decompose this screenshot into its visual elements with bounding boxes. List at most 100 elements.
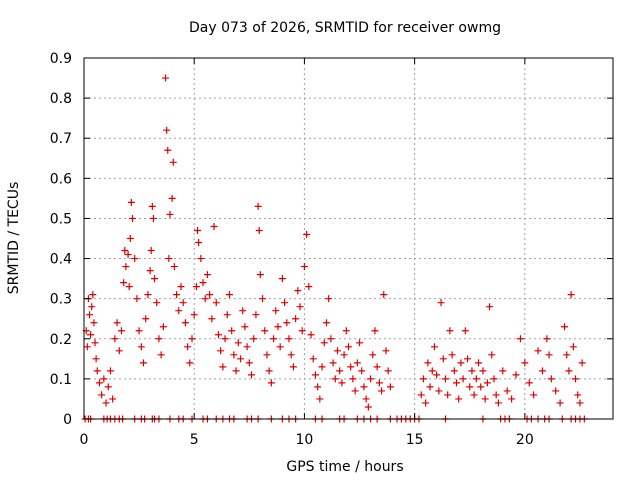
data-point <box>166 210 174 218</box>
data-point <box>459 375 467 383</box>
data-point <box>483 379 491 387</box>
data-point <box>336 367 344 375</box>
data-point <box>461 327 469 335</box>
data-point <box>488 351 496 359</box>
data-point <box>371 327 379 335</box>
data-point <box>197 255 205 263</box>
data-point <box>530 391 538 399</box>
data-point <box>464 355 472 363</box>
data-point <box>250 335 258 343</box>
data-point <box>137 343 145 351</box>
data-point <box>320 339 328 347</box>
data-point <box>173 291 181 299</box>
y-tick-label: 0.2 <box>50 332 72 348</box>
y-tick-label: 0.5 <box>50 211 72 227</box>
data-point <box>327 335 335 343</box>
y-tick-label: 0.4 <box>50 252 72 268</box>
data-point <box>168 194 176 202</box>
y-tick-label: 0.9 <box>50 51 72 67</box>
data-point <box>95 379 103 387</box>
data-point <box>217 347 225 355</box>
data-point <box>552 387 560 395</box>
data-point <box>492 391 500 399</box>
data-point <box>113 319 121 327</box>
data-point <box>353 359 361 367</box>
x-axis-label: GPS time / hours <box>286 459 403 475</box>
data-point <box>243 343 251 351</box>
data-point <box>165 255 173 263</box>
data-point <box>364 403 372 411</box>
data-point <box>380 291 388 299</box>
y-tick-label: 0.7 <box>50 131 72 147</box>
data-point <box>149 214 157 222</box>
data-point <box>503 387 511 395</box>
y-tick-label: 0.1 <box>50 372 72 388</box>
data-point <box>444 391 452 399</box>
data-point <box>206 291 214 299</box>
data-point <box>283 319 291 327</box>
data-point <box>455 395 463 403</box>
data-point <box>316 395 324 403</box>
data-point <box>567 291 575 299</box>
data-point <box>338 379 346 387</box>
data-point <box>351 387 359 395</box>
data-point <box>162 74 170 82</box>
data-point <box>159 323 167 331</box>
y-axis-label: SRMTID / TECUs <box>6 182 22 295</box>
data-point <box>93 367 101 375</box>
data-point <box>345 343 352 351</box>
data-point <box>236 355 244 363</box>
data-point <box>100 375 108 383</box>
data-point <box>102 399 110 407</box>
data-point <box>556 399 564 407</box>
data-point <box>446 327 454 335</box>
y-tick-label: 0 <box>63 412 72 428</box>
data-point <box>127 198 135 206</box>
data-point <box>340 351 348 359</box>
data-point <box>169 158 177 166</box>
data-point <box>194 226 202 234</box>
data-point <box>318 363 326 371</box>
data-point <box>289 363 297 371</box>
data-point <box>314 383 322 391</box>
data-point <box>267 379 275 387</box>
data-point <box>521 359 529 367</box>
data-point <box>322 319 330 327</box>
data-point <box>565 367 573 375</box>
data-point <box>561 323 569 331</box>
data-point <box>281 299 289 307</box>
y-tick-label: 0.6 <box>50 171 72 187</box>
data-point <box>203 271 211 279</box>
data-point <box>221 335 229 343</box>
data-point <box>91 339 99 347</box>
x-tick-label: 0 <box>80 432 89 448</box>
data-point <box>578 359 586 367</box>
data-point <box>223 311 231 319</box>
data-point <box>430 343 438 351</box>
data-points <box>81 74 588 423</box>
data-point <box>486 303 494 311</box>
chart-title: Day 073 of 2026, SRMTID for receiver owm… <box>189 20 501 36</box>
data-point <box>142 315 150 323</box>
data-point <box>448 351 456 359</box>
data-point <box>278 275 286 283</box>
data-point <box>433 371 441 379</box>
data-point <box>125 283 133 291</box>
data-point <box>98 391 106 399</box>
data-point <box>175 307 183 315</box>
data-point <box>305 283 313 291</box>
data-point <box>121 247 129 255</box>
data-point <box>255 226 263 234</box>
data-point <box>252 311 260 319</box>
data-point <box>441 375 449 383</box>
data-point <box>225 291 233 299</box>
data-point <box>210 222 218 230</box>
data-point <box>466 383 474 391</box>
data-point <box>426 383 434 391</box>
data-point <box>188 335 196 343</box>
data-point <box>534 347 542 355</box>
data-point <box>151 275 159 283</box>
data-point <box>545 351 553 359</box>
data-point <box>177 283 185 291</box>
